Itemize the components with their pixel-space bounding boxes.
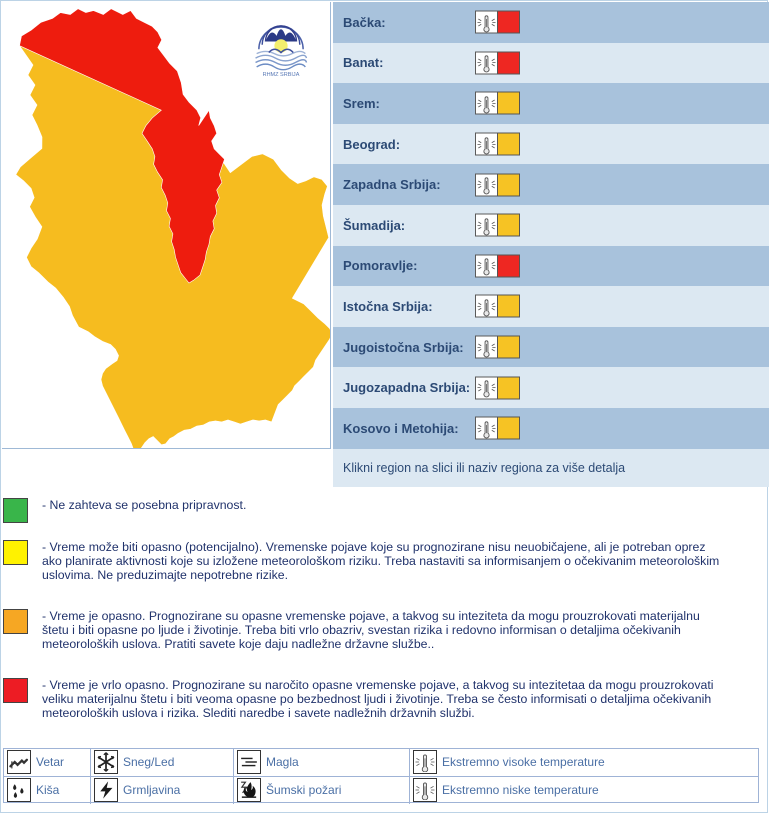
svg-text:RHMZ SRBIJA: RHMZ SRBIJA: [263, 72, 300, 78]
